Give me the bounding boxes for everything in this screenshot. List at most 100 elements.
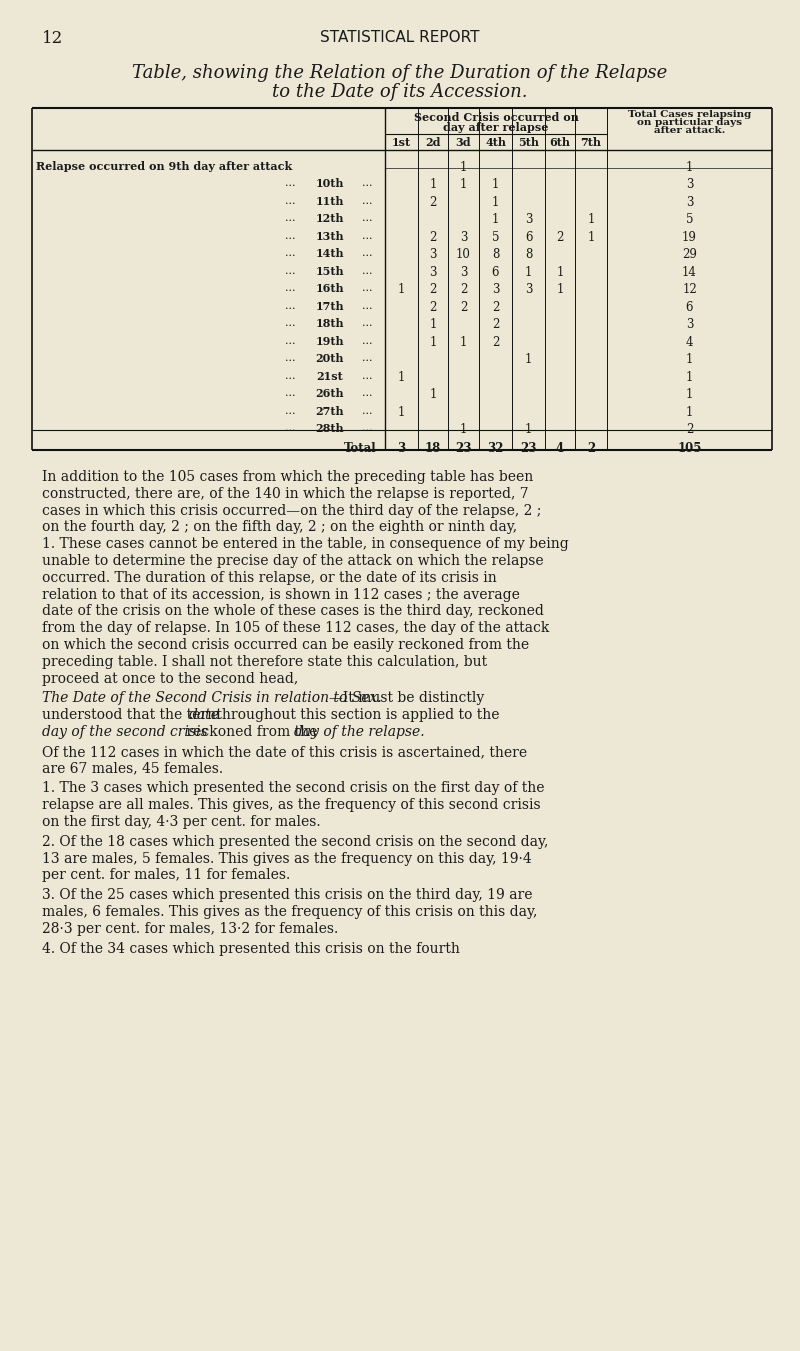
- Text: date of the crisis on the whole of these cases is the third day, reckoned: date of the crisis on the whole of these…: [42, 604, 544, 619]
- Text: ...: ...: [285, 213, 295, 223]
- Text: 28·3 per cent. for males, 13·2 for females.: 28·3 per cent. for males, 13·2 for femal…: [42, 921, 338, 936]
- Text: 1. The 3 cases which presented the second crisis on the first day of the: 1. The 3 cases which presented the secon…: [42, 781, 545, 796]
- Text: 29: 29: [682, 249, 697, 261]
- Text: 3: 3: [686, 178, 694, 192]
- Text: 16th: 16th: [316, 284, 344, 295]
- Text: 26th: 26th: [316, 388, 344, 400]
- Text: 1: 1: [587, 231, 594, 245]
- Text: ...: ...: [362, 178, 372, 188]
- Text: 7th: 7th: [581, 136, 602, 149]
- Text: ...: ...: [362, 213, 372, 223]
- Text: 17th: 17th: [316, 301, 344, 312]
- Text: 2: 2: [556, 231, 564, 245]
- Text: 1: 1: [460, 336, 467, 349]
- Text: ...: ...: [285, 354, 295, 363]
- Text: 1: 1: [686, 372, 693, 384]
- Text: ...: ...: [285, 249, 295, 258]
- Text: 27th: 27th: [316, 405, 344, 417]
- Text: In addition to the 105 cases from which the preceding table has been: In addition to the 105 cases from which …: [42, 470, 534, 484]
- Text: 6th: 6th: [550, 136, 570, 149]
- Text: day of the relapse.: day of the relapse.: [294, 725, 424, 739]
- Text: 12: 12: [682, 284, 697, 296]
- Text: The Date of the Second Crisis in relation to Sex.: The Date of the Second Crisis in relatio…: [42, 692, 382, 705]
- Text: 1: 1: [525, 266, 532, 278]
- Text: 14: 14: [682, 266, 697, 278]
- Text: 1: 1: [587, 213, 594, 227]
- Text: 1: 1: [525, 354, 532, 366]
- Text: throughout this section is applied to the: throughout this section is applied to th…: [212, 708, 499, 723]
- Text: 1st: 1st: [392, 136, 411, 149]
- Text: 1: 1: [460, 423, 467, 436]
- Text: ...: ...: [362, 301, 372, 311]
- Text: ...: ...: [285, 319, 295, 328]
- Text: 105: 105: [678, 442, 702, 455]
- Text: 2: 2: [460, 301, 467, 313]
- Text: 19: 19: [682, 231, 697, 245]
- Text: day after relapse: day after relapse: [443, 122, 549, 132]
- Text: 12: 12: [42, 30, 63, 47]
- Text: ...: ...: [285, 231, 295, 240]
- Text: 1: 1: [525, 423, 532, 436]
- Text: 6: 6: [525, 231, 532, 245]
- Text: ...: ...: [362, 319, 372, 328]
- Text: ...: ...: [285, 336, 295, 346]
- Text: ...: ...: [362, 266, 372, 276]
- Text: 1: 1: [686, 405, 693, 419]
- Text: ...: ...: [362, 354, 372, 363]
- Text: 3: 3: [398, 442, 406, 455]
- Text: date: date: [188, 708, 219, 723]
- Text: 13 are males, 5 females. This gives as the frequency on this day, 19·4: 13 are males, 5 females. This gives as t…: [42, 851, 532, 866]
- Text: ...: ...: [362, 196, 372, 205]
- Text: unable to determine the precise day of the attack on which the relapse: unable to determine the precise day of t…: [42, 554, 544, 567]
- Text: Of the 112 cases in which the date of this crisis is ascertained, there: Of the 112 cases in which the date of th…: [42, 744, 527, 759]
- Text: 5: 5: [686, 213, 694, 227]
- Text: STATISTICAL REPORT: STATISTICAL REPORT: [320, 30, 480, 45]
- Text: 2: 2: [430, 301, 437, 313]
- Text: to the Date of its Accession.: to the Date of its Accession.: [272, 82, 528, 101]
- Text: 23: 23: [520, 442, 537, 455]
- Text: 13th: 13th: [316, 231, 344, 242]
- Text: 1: 1: [398, 405, 405, 419]
- Text: 4. Of the 34 cases which presented this crisis on the fourth: 4. Of the 34 cases which presented this …: [42, 942, 460, 955]
- Text: 2d: 2d: [426, 136, 441, 149]
- Text: 2: 2: [686, 423, 693, 436]
- Text: 1: 1: [398, 284, 405, 296]
- Text: 2: 2: [460, 284, 467, 296]
- Text: reckoned from the: reckoned from the: [182, 725, 322, 739]
- Text: ...: ...: [285, 301, 295, 311]
- Text: 2: 2: [430, 196, 437, 209]
- Text: 6: 6: [492, 266, 499, 278]
- Text: ...: ...: [285, 388, 295, 399]
- Text: cases in which this crisis occurred—on the third day of the relapse, 2 ;: cases in which this crisis occurred—on t…: [42, 504, 542, 517]
- Text: 5th: 5th: [518, 136, 539, 149]
- Text: 5: 5: [492, 231, 499, 245]
- Text: 1: 1: [460, 161, 467, 174]
- Text: 8: 8: [492, 249, 499, 261]
- Text: on particular days: on particular days: [637, 118, 742, 127]
- Text: 1: 1: [492, 196, 499, 209]
- Text: 1: 1: [430, 388, 437, 401]
- Text: ...: ...: [362, 336, 372, 346]
- Text: 3. Of the 25 cases which presented this crisis on the third day, 19 are: 3. Of the 25 cases which presented this …: [42, 888, 533, 902]
- Text: understood that the term: understood that the term: [42, 708, 225, 723]
- Text: 2: 2: [492, 336, 499, 349]
- Text: 1: 1: [686, 354, 693, 366]
- Text: Table, showing the Relation of the Duration of the Relapse: Table, showing the Relation of the Durat…: [132, 63, 668, 82]
- Text: ...: ...: [285, 196, 295, 205]
- Text: ...: ...: [362, 372, 372, 381]
- Text: 3: 3: [460, 266, 467, 278]
- Text: 14th: 14th: [316, 249, 344, 259]
- Text: ...: ...: [362, 423, 372, 434]
- Text: 19th: 19th: [316, 336, 344, 347]
- Text: 28th: 28th: [316, 423, 344, 435]
- Text: 4: 4: [556, 442, 564, 455]
- Text: relation to that of its accession, is shown in 112 cases ; the average: relation to that of its accession, is sh…: [42, 588, 520, 601]
- Text: are 67 males, 45 females.: are 67 males, 45 females.: [42, 762, 223, 775]
- Text: 23: 23: [455, 442, 472, 455]
- Text: 1: 1: [556, 266, 564, 278]
- Text: 2: 2: [492, 301, 499, 313]
- Text: Total Cases relapsing: Total Cases relapsing: [628, 109, 751, 119]
- Text: constructed, there are, of the 140 in which the relapse is reported, 7: constructed, there are, of the 140 in wh…: [42, 486, 529, 501]
- Text: ...: ...: [362, 405, 372, 416]
- Text: 15th: 15th: [316, 266, 344, 277]
